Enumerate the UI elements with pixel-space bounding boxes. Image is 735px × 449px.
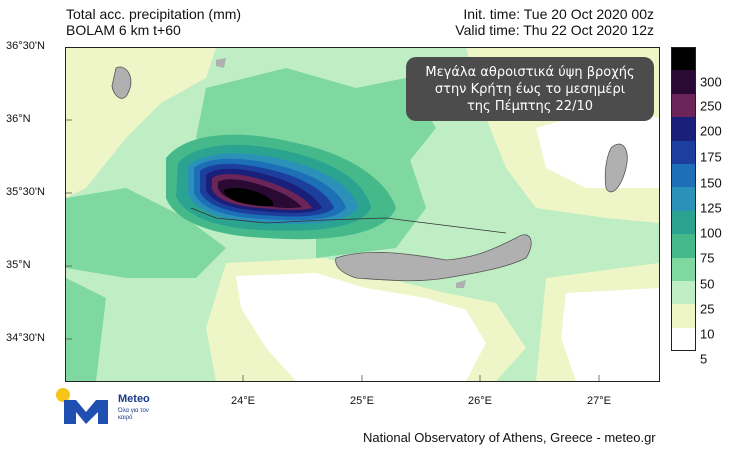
colorbar-cell [671,187,696,211]
colorbar-label: 150 [700,175,722,191]
colorbar-cell [671,117,696,141]
field-25-sw [66,278,106,381]
colorbar-label: 10 [700,326,715,342]
colorbar-label: 300 [700,74,722,90]
logo-m-icon [64,400,108,424]
karpathos-island [604,143,628,193]
lon-label: 27°E [587,395,611,407]
colorbar-label: 100 [700,225,722,241]
lon-label: 26°E [468,395,492,407]
colorbar-cell [671,304,696,328]
colorbar-cell [671,280,696,305]
lat-label: 35°N [6,259,31,271]
field-5-south [236,273,486,381]
colorbar-cell [671,70,696,94]
colorbar-label: 175 [700,149,722,165]
colorbar-cell [671,234,696,258]
precipitation-map [65,47,660,382]
model-label: BOLAM 6 km t+60 [66,22,181,38]
crete-island [335,234,532,282]
contour-300 [224,187,274,207]
lon-label: 24°E [231,395,255,407]
colorbar-label: 25 [700,301,715,317]
colorbar [671,47,696,352]
colorbar-cell [671,210,696,235]
logo-name: Meteo [118,393,150,405]
field-25-west [66,188,226,278]
lat-label: 36°30'N [6,40,45,52]
colorbar-label: 125 [700,200,722,216]
colorbar-label: 250 [700,98,722,114]
islet [456,280,466,288]
coastline-crete-north [190,207,507,234]
field-10-nw [66,48,216,198]
colorbar-label: 75 [700,250,715,266]
field-5-se [561,288,659,381]
colorbar-label: 200 [700,123,722,139]
header-left: Total acc. precipitation (mm) BOLAM 6 km… [66,6,241,38]
callout-line-2: στην Κρήτη έως το μεσημέρι [434,81,626,97]
colorbar-cell [671,257,696,281]
islet-north [216,58,226,68]
callout-line-1: Μεγάλα αθροιστικά ύψη βροχής [425,64,635,80]
forecast-callout: Μεγάλα αθροιστικά ύψη βροχής στην Κρήτη … [406,57,654,121]
colorbar-cell [671,47,696,71]
lon-label: 25°E [350,395,374,407]
colorbar-label: 50 [700,276,715,292]
colorbar-cell [671,163,696,188]
map-title: Total acc. precipitation (mm) [66,6,242,22]
colorbar-cell [671,93,696,118]
logo-tagline: Όλα για τον καιρό [118,408,149,421]
footer-credit: National Observatory of Athens, Greece -… [363,430,656,445]
colorbar-cell [671,327,696,352]
callout-line-3: της Πέμπτης 22/10 [466,98,594,114]
graticule [66,119,600,381]
colorbar-cell [671,140,696,164]
init-time: Init. time: Tue 20 Oct 2020 00z [463,6,654,22]
milos-island [111,66,132,99]
lat-label: 34°30'N [6,332,45,344]
header-right: Init. time: Tue 20 Oct 2020 00z Valid ti… [455,6,654,38]
meteo-logo [56,388,108,424]
sun-icon [56,388,70,402]
field-5-ne [536,108,659,188]
map-canvas [66,48,659,381]
lat-label: 35°30'N [6,186,45,198]
lat-label: 36°N [6,113,31,125]
colorbar-label: 5 [700,351,708,367]
valid-time: Valid time: Thu 22 Oct 2020 12z [455,22,654,38]
